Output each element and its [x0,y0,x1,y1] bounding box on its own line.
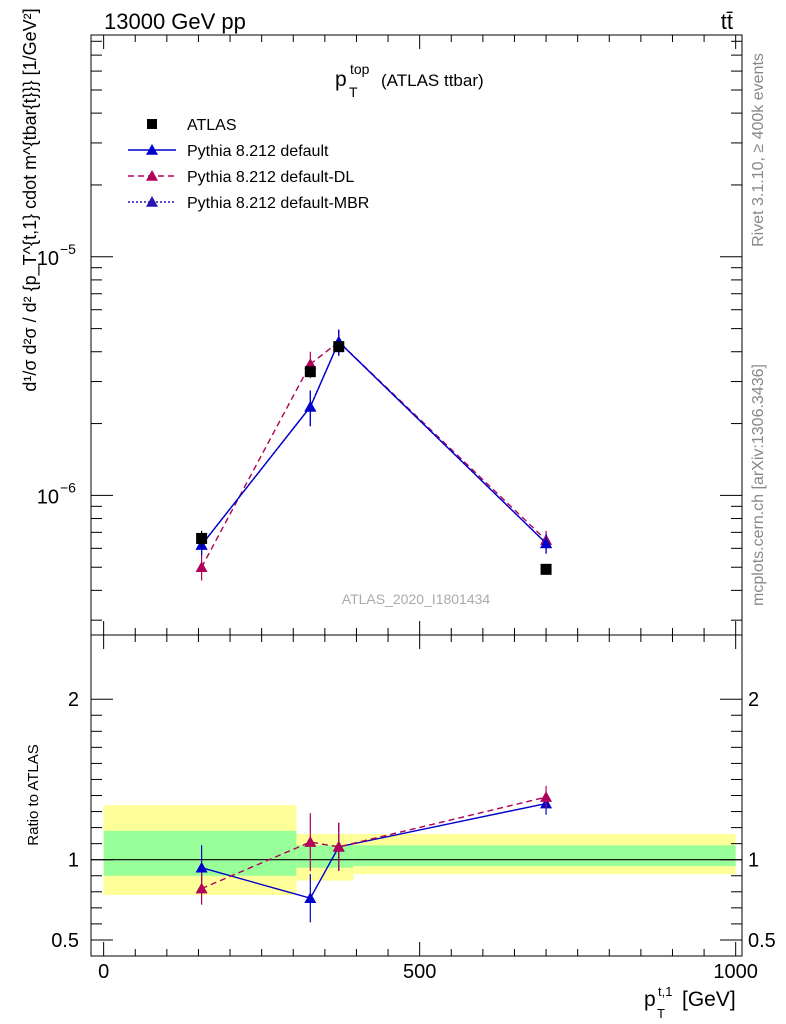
ratio-axis-ticks: 0.5 0.5 1 1 2 2 0 500 1000 [51,635,776,983]
data-point [540,563,552,575]
title-p: p [335,68,347,91]
legend-entry: Pythia 8.212 default [128,143,329,160]
ratio-y-tick-label-right: 1 [748,850,759,872]
series-line [201,340,547,546]
legend-marker [146,196,158,207]
ratio-y-tick-label-left: 2 [68,689,79,711]
ratio-y-tick-label-left: 1 [68,850,79,872]
data-point [304,366,316,378]
ratio-point [332,840,345,852]
series-atlas [196,341,552,575]
legend-entry: Pythia 8.212 default-MBR [128,195,369,212]
series-pythia-8-212-default [195,329,553,556]
legend-marker [146,144,158,155]
x-tick-label: 500 [403,961,436,983]
legend: ATLAS Pythia 8.212 default Pythia 8.212 de… [128,117,369,212]
x-label-subscript: T [657,1006,665,1021]
legend-marker [147,119,157,129]
x-label-p: p [644,988,656,1011]
data-point [196,532,208,544]
legend-label: Pythia 8.212 default-DL [187,169,354,186]
title-subscript: T [349,84,358,100]
x-label-unit: [GeV] [682,988,736,1011]
main-plot-title: p top T (ATLAS ttbar) [335,61,484,100]
data-point [195,561,208,573]
x-label-superscript: t,1 [658,984,672,999]
band-inner [353,845,736,867]
legend-entry: Pythia 8.212 default-DL [128,169,354,186]
ratio-plot-frame [90,634,743,957]
rivet-version-label: Rivet 3.1.10, ≥ 400k events [750,53,767,247]
header-process-label: tt̄ [721,9,733,34]
series-line [201,340,547,546]
analysis-watermark: ATLAS_2020_I1801434 [342,591,491,607]
main-y-tick-base: 10 [37,486,59,508]
series-line [200,340,547,568]
main-y-tick-exponent: −5 [60,241,76,257]
ratio-y-tick-label-left: 0.5 [51,930,79,952]
x-axis-label: p t,1 T [GeV] [644,984,736,1021]
band-inner [296,845,354,868]
ratio-point [304,836,317,847]
data-point [540,537,553,549]
main-y-label-text: d¹/σ d²σ / d² {p_T^{t,1} cdot m^{tbar{t}… [20,8,41,391]
ratio-line [201,796,547,890]
ratio-line [201,802,547,900]
ratio-point [540,791,553,802]
x-tick-label: 1000 [713,961,758,983]
ratio-series-group [195,785,553,923]
legend-marker [146,170,158,181]
series-pythia-8-212-default-mbr [195,329,553,556]
ratio-y-tick-label-right: 0.5 [748,930,776,952]
series-pythia-8-212-default-dl [195,329,553,581]
ratio-point [304,892,317,904]
legend-label: Pythia 8.212 default-MBR [187,195,369,212]
mcplots-source-label: mcplots.cern.ch [arXiv:1306.3436] [750,364,767,606]
data-point [333,341,345,353]
legend-entry: ATLAS [147,117,237,134]
x-tick-label: 0 [98,961,109,983]
main-axis-ticks: 10−610−5 [37,35,742,635]
legend-label: Pythia 8.212 default [187,143,329,160]
ratio-series-pythia-8-212-default-dl [195,785,553,905]
ratio-y-tick-label-right: 2 [748,689,759,711]
title-rest: (ATLAS ttbar) [381,71,484,90]
ratio-uncertainty-bands [91,805,742,896]
main-series-group [195,329,553,581]
header-collision-label: 13000 GeV pp [104,9,246,34]
title-superscript: top [350,61,370,77]
ratio-point [195,882,208,894]
data-point [304,400,317,412]
main-y-tick-base: 10 [37,248,59,270]
main-y-axis-label: d¹/σ d²σ / d² {p_T^{t,1} cdot m^{tbar{t}… [20,8,41,391]
main-y-tick-label: 10 −6 [37,479,76,508]
ratio-y-axis-label: Ratio to ATLAS [25,744,42,845]
main-y-tick-label: 10 −5 [37,241,76,270]
ratio-point [195,861,208,873]
main-y-tick-exponent: −6 [60,479,76,495]
legend-label: ATLAS [187,117,237,134]
